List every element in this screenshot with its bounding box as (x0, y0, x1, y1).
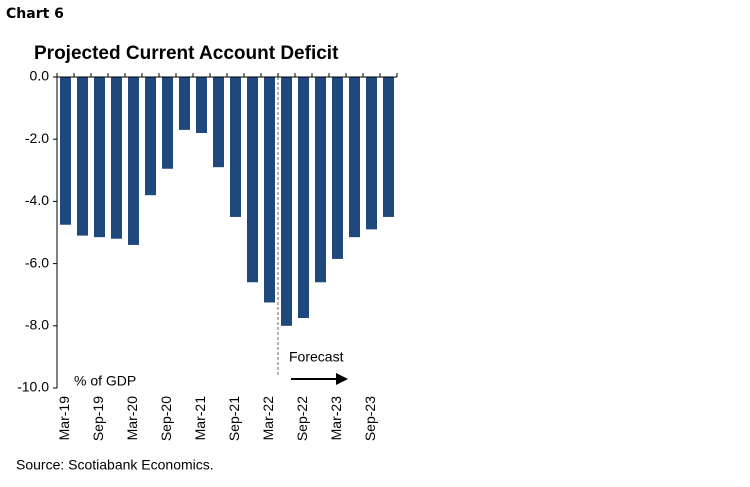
bar (111, 77, 122, 239)
bar (196, 77, 207, 133)
y-tick-label: -4.0 (25, 192, 49, 208)
x-tick-label: Sep-19 (90, 396, 106, 441)
bar (213, 77, 224, 168)
unit-label: % of GDP (74, 373, 136, 389)
y-tick-label: -6.0 (25, 254, 49, 270)
x-tick-label: Sep-22 (294, 396, 310, 441)
y-tick-label: -10.0 (17, 379, 49, 395)
chart-title: Projected Current Account Deficit (34, 43, 339, 64)
bar (349, 77, 360, 238)
x-tick-label: Mar-22 (260, 396, 276, 441)
bar (298, 77, 309, 319)
bar (247, 77, 258, 283)
bar (162, 77, 173, 169)
bar (145, 77, 156, 196)
bar (94, 77, 105, 238)
chart-header: Chart 6 (6, 6, 64, 22)
y-tick-label: -2.0 (25, 130, 49, 146)
bar (366, 77, 377, 230)
x-tick-label: Mar-19 (56, 396, 72, 441)
forecast-annotation: Forecast (289, 349, 344, 365)
bar (230, 77, 241, 217)
x-tick-label: Sep-23 (362, 396, 378, 441)
x-tick-label: Mar-20 (124, 396, 140, 441)
bar (281, 77, 292, 326)
bar (77, 77, 88, 236)
x-tick-label: Sep-21 (226, 396, 242, 441)
y-tick-label: 0.0 (30, 68, 50, 84)
y-tick-label: -8.0 (25, 317, 49, 333)
bar (383, 77, 394, 217)
forecast-arrowhead (336, 373, 348, 385)
bar (332, 77, 343, 259)
bar (128, 77, 139, 245)
x-tick-label: Mar-21 (192, 396, 208, 441)
bar (179, 77, 190, 130)
source-note: Source: Scotiabank Economics. (16, 457, 214, 473)
bar (315, 77, 326, 283)
x-tick-label: Mar-23 (328, 396, 344, 441)
x-tick-label: Sep-20 (158, 396, 174, 441)
bar (264, 77, 275, 303)
bar (60, 77, 71, 225)
